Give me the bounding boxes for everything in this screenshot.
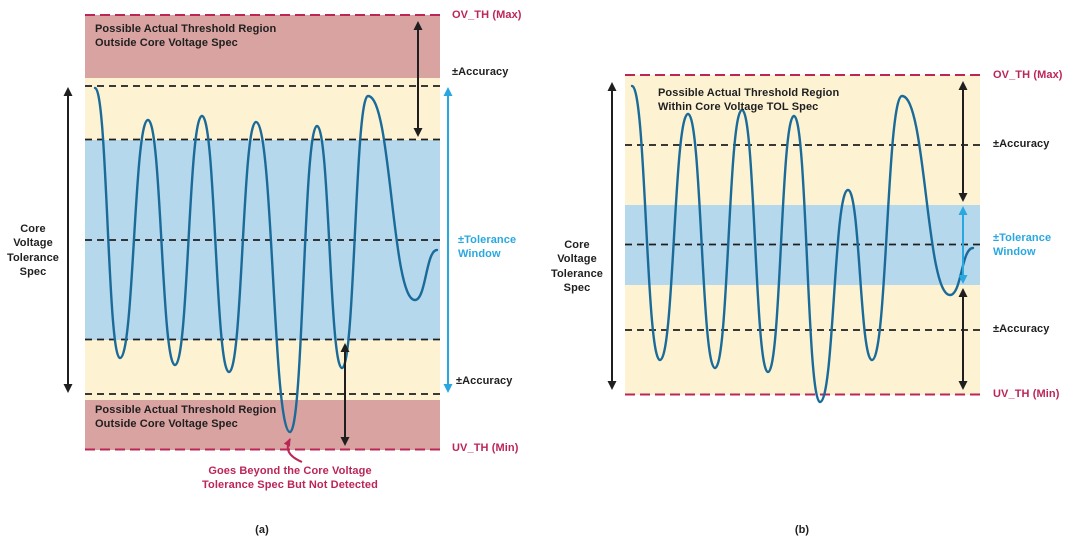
caption-a: (a) [255,524,269,536]
core-spec-range-arrow-b-head-bottom [607,381,617,390]
accuracy-top-label-a: ±Accuracy [452,66,509,78]
threshold-region-top-label-a: Possible Actual Threshold Region Outside… [95,23,277,50]
ov-threshold-region-band-a [85,15,440,78]
core-spec-range-arrow-a-head-top [63,87,73,96]
tolerance-window-arrow-a-head-bottom [443,384,453,393]
core-spec-range-arrow-b-head-top [607,82,617,91]
accuracy-bottom-label-a: ±Accuracy [456,375,513,387]
tolerance-window-label-a: ±Tolerance Window [458,234,517,261]
core-spec-range-arrow-a-head-bottom [63,384,73,393]
upper-accuracy-band-a [85,78,440,140]
annotation-label-a: Goes Beyond the Core Voltage Tolerance S… [202,465,378,492]
core-voltage-spec-label-a: Core Voltage Tolerance Spec [6,223,60,278]
uv-th-min-label-b: UV_TH (Min) [993,388,1060,400]
threshold-region-bottom-label-a: Possible Actual Threshold Region Outside… [95,404,277,431]
lower-accuracy-band-a [85,340,440,400]
uv-th-min-label-a: UV_TH (Min) [452,442,519,454]
tolerance-window-band-b [625,205,980,285]
tolerance-window-arrow-a-head-top [443,87,453,96]
threshold-region-title-b: Possible Actual Threshold Region Within … [658,87,840,114]
tolerance-window-band-a [85,140,440,340]
ov-th-max-label-a: OV_TH (Max) [452,9,522,21]
accuracy-bottom-label-b: ±Accuracy [993,323,1050,335]
core-voltage-spec-label-b: Core Voltage Tolerance Spec [550,239,604,294]
ov-th-max-label-b: OV_TH (Max) [993,69,1063,81]
tolerance-window-label-b: ±Tolerance Window [993,232,1052,259]
caption-b: (b) [794,524,810,536]
accuracy-top-label-b: ±Accuracy [993,138,1050,150]
